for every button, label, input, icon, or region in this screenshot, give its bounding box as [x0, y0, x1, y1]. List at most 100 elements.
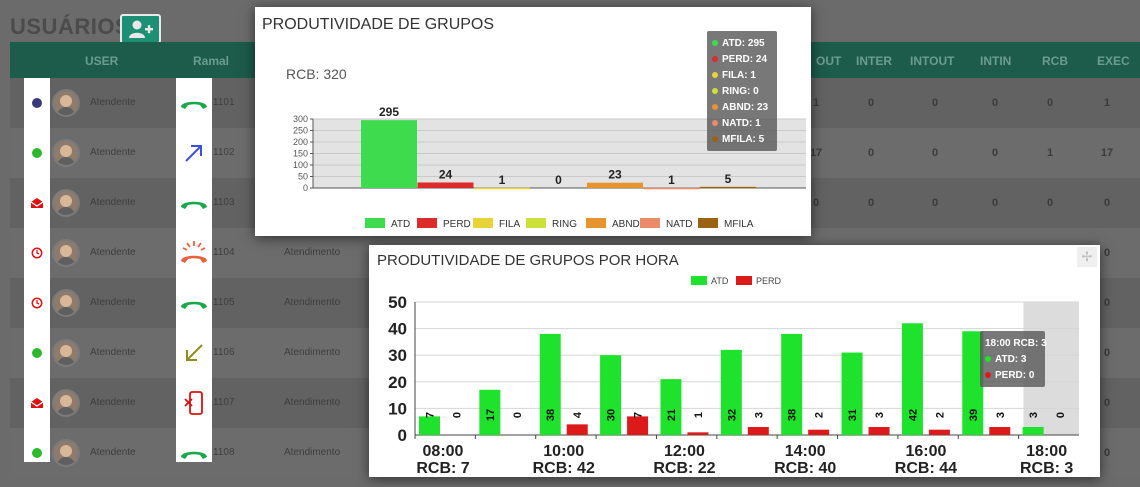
column-header-intin[interactable]: INTIN [980, 54, 1012, 68]
data-label-perd: 1 [693, 412, 705, 418]
x-tick-label-hour: 10:00 [543, 443, 584, 460]
hourly-productivity-chart-panel: PRODUTIVIDADE DE GRUPOS POR HORA ✢ 0 10 20… [369, 245, 1100, 477]
phone-idle-icon[interactable] [176, 428, 212, 478]
counter-out: 0 [812, 197, 820, 209]
tooltip-text: ATD: 295 [722, 37, 765, 49]
x-tick-label-hour: 18:00 [1026, 443, 1067, 460]
bar-natd [643, 187, 700, 190]
user-ramal: 1101 [213, 97, 235, 108]
legend-dot-icon [712, 72, 718, 78]
counter-exec: 0 [1103, 347, 1111, 359]
bar-fila [474, 187, 530, 190]
legend-dot-icon [985, 356, 991, 362]
counter-rcb: 0 [1046, 197, 1054, 209]
y-tick-label: 0 [303, 183, 308, 193]
counter-exec: 0 [1103, 397, 1111, 409]
status-online-icon [24, 128, 50, 178]
x-tick-label-rcb: RCB: 3 [1020, 460, 1073, 477]
legend-swatch-atd [691, 276, 707, 285]
counter-rcb: 1 [1046, 147, 1054, 159]
phone-idle-icon[interactable] [176, 78, 212, 128]
data-label-atd: 17 [485, 409, 497, 421]
column-header-ramal[interactable]: Ramal [193, 54, 230, 68]
y-tick-label: 30 [388, 346, 407, 365]
bar-perd [417, 182, 474, 188]
legend-label-natd: NATD [666, 219, 692, 230]
data-label-atd: 31 [847, 409, 859, 421]
counter-exec: 0 [1103, 297, 1111, 309]
avatar [52, 189, 80, 217]
tooltip-text: RING: 0 [722, 85, 759, 97]
bar-perd-1700 [989, 427, 1011, 435]
tooltip-text: PERD: 24 [722, 53, 768, 65]
column-header-inter[interactable]: INTER [856, 54, 892, 68]
bar-perd-1100 [627, 416, 649, 435]
tooltip-text: MFILA: 5 [722, 133, 765, 145]
data-label-perd: 3 [995, 412, 1007, 418]
user-name: Atendente [90, 247, 136, 258]
counter-exec: 0 [1103, 247, 1111, 259]
user-ramal: 1105 [213, 297, 235, 308]
add-user-icon [128, 20, 153, 38]
x-tick-label-hour: 16:00 [905, 443, 946, 460]
phone-ringing-icon[interactable] [176, 228, 212, 278]
legend-dot-icon [712, 88, 718, 94]
add-user-button[interactable] [120, 14, 161, 44]
bar-atd [361, 120, 417, 188]
x-tick-label-hour: 08:00 [423, 443, 464, 460]
outgoing-arrow-icon[interactable] [176, 128, 212, 178]
counter-intout: 0 [931, 147, 939, 159]
legend-dot-icon [712, 40, 718, 46]
bar-atd-1000 [539, 333, 561, 435]
legend-label-atd: ATD [391, 219, 410, 230]
tooltip-line: ABND: 23 [712, 99, 772, 115]
bar-atd-1400 [781, 333, 803, 435]
y-tick-label: 20 [388, 373, 407, 392]
x-tick-label-rcb: RCB: 22 [653, 460, 715, 477]
x-tick-label-rcb: RCB: 42 [533, 460, 595, 477]
move-handle-icon[interactable]: ✢ [1077, 247, 1097, 267]
tooltip-line: ATD: 3 [985, 351, 1040, 367]
legend-swatch-natd [640, 218, 660, 228]
user-ramal: 1106 [213, 347, 235, 358]
mobile-blocked-icon[interactable] [176, 378, 212, 428]
column-header-rcb[interactable]: RCB [1042, 54, 1068, 68]
incoming-arrow-icon[interactable] [176, 328, 212, 378]
phone-idle-icon[interactable] [176, 178, 212, 228]
data-label-abnd: 23 [608, 168, 622, 182]
user-ramal: 1108 [213, 447, 235, 458]
column-header-user[interactable]: USER [85, 54, 119, 68]
data-label-ring: 0 [555, 173, 562, 187]
counter-intin: 0 [991, 97, 999, 109]
column-header-intout[interactable]: INTOUT [910, 54, 955, 68]
status-clock-icon [24, 228, 50, 278]
y-tick-label: 50 [388, 293, 407, 312]
user-name: Atendente [90, 297, 136, 308]
counter-exec: 1 [1103, 97, 1111, 109]
data-label-atd: 3 [1028, 412, 1040, 418]
column-header-exec[interactable]: EXEC [1097, 54, 1130, 68]
user-ramal: 1107 [213, 397, 235, 408]
bar-atd-1300 [720, 349, 742, 435]
column-header-out[interactable]: OUT [816, 54, 842, 68]
bar-perd-1200 [687, 432, 709, 435]
y-tick-label: 200 [293, 137, 308, 147]
avatar [52, 439, 80, 467]
data-label-atd: 7 [425, 412, 437, 418]
chart2-title: PRODUTIVIDADE DE GRUPOS POR HORA [377, 252, 679, 269]
data-label-perd: 3 [753, 412, 765, 418]
tooltip-line: RING: 0 [712, 83, 772, 99]
legend-swatch-mfila [698, 218, 718, 228]
user-ramal: 1102 [213, 147, 235, 158]
status-mail-icon [24, 178, 50, 228]
data-label-atd: 38 [545, 409, 557, 421]
user-state: Atendimento [284, 397, 341, 408]
counter-inter: 0 [867, 197, 875, 209]
bar-atd-1600 [901, 323, 923, 435]
avatar [52, 289, 80, 317]
phone-idle-icon[interactable] [176, 278, 212, 328]
avatar [52, 339, 80, 367]
bar-perd-1600 [928, 429, 950, 435]
tooltip-text: NATD: 1 [722, 117, 761, 129]
tooltip-line: PERD: 24 [712, 51, 772, 67]
